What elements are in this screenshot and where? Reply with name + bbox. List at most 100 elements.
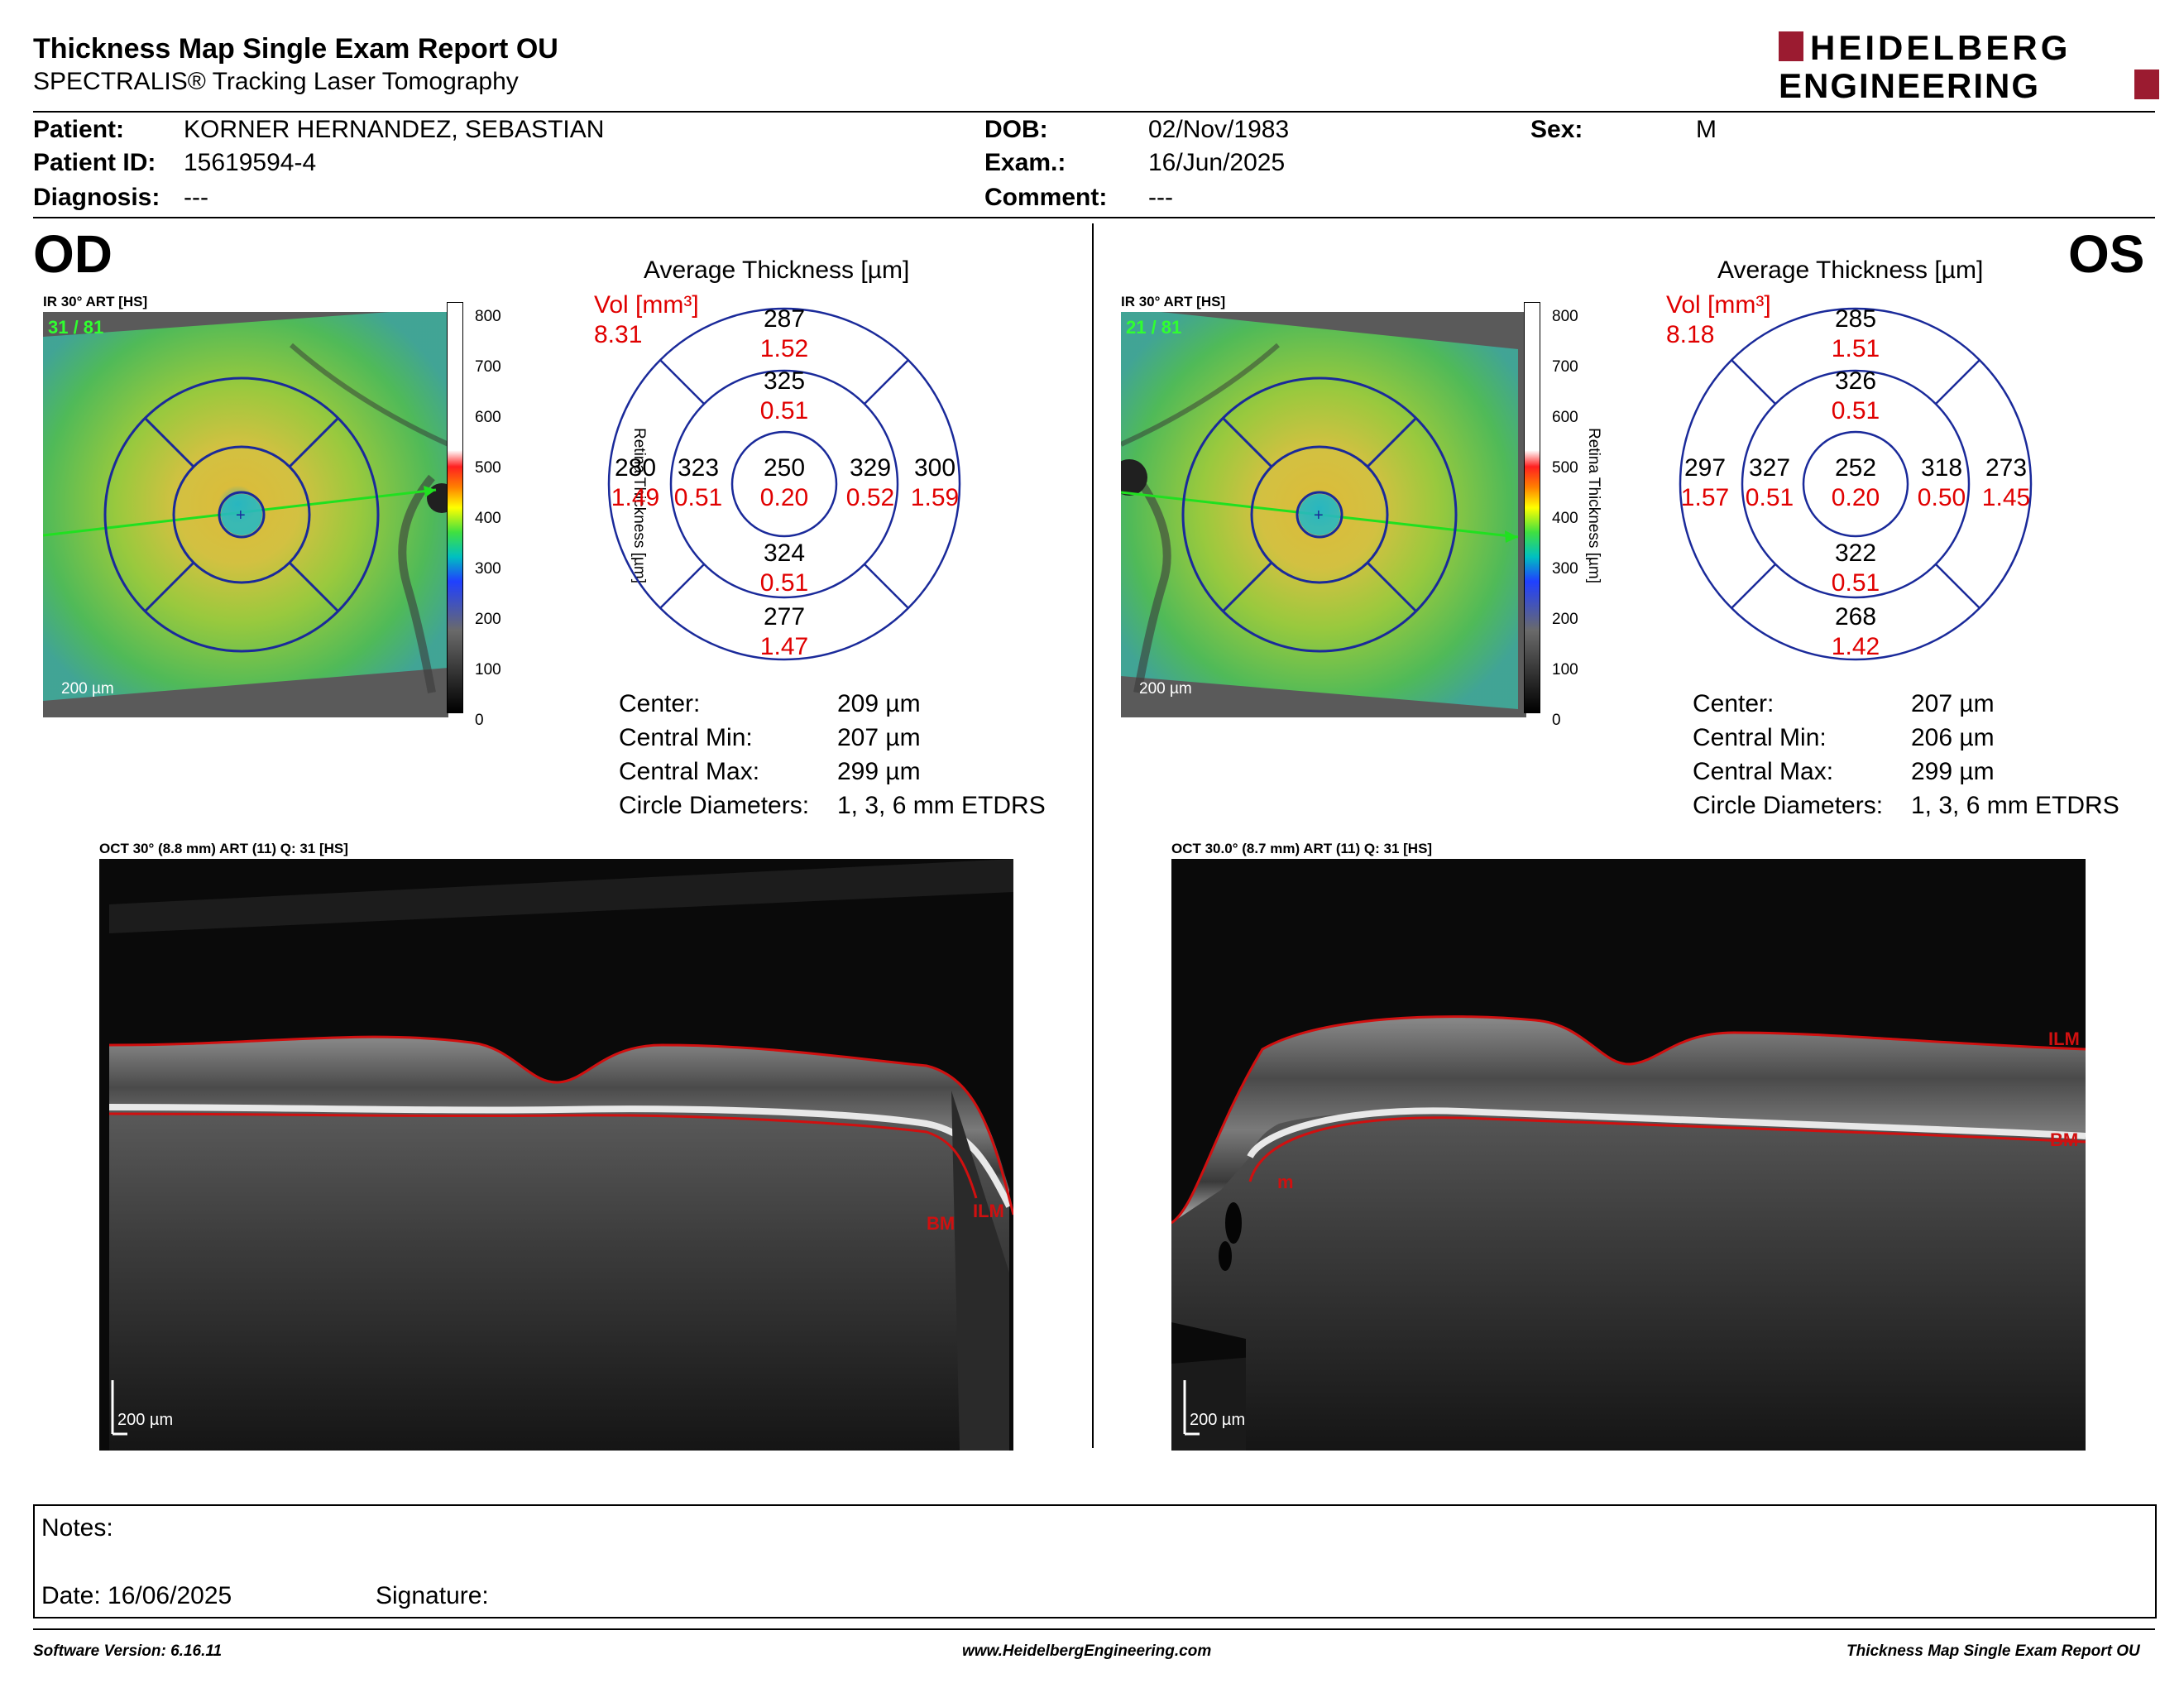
os-outer-temporal-thickness: 297 (1684, 454, 1726, 482)
notes-date: Date: 16/06/2025 (41, 1582, 232, 1609)
os-inner-nasal-volume: 0.50 (1918, 484, 1966, 511)
logo-line1: HEIDELBERG (1810, 30, 2071, 67)
od-inner-temporal-thickness: 323 (678, 454, 719, 482)
sex-label: Sex: (1530, 116, 1583, 143)
od-bm-label: BM (927, 1213, 956, 1234)
od-etdrs-grid: 287 1.52 325 0.51 280 1.49 323 0.51 250 … (607, 305, 961, 661)
logo-line2: ENGINEERING (1779, 66, 2040, 103)
os-outer-inferior-thickness: 268 (1835, 603, 1876, 631)
os-center-label: Center: (1693, 690, 1774, 717)
od-colorbar (447, 302, 463, 713)
od-oct-scale: 200 µm (117, 1411, 174, 1429)
os-extra-label: m (1277, 1172, 1294, 1192)
exam-date: 16/Jun/2025 (1148, 149, 1286, 176)
od-outer-superior-thickness: 287 (764, 305, 805, 333)
od-avg-thickness-title: Average Thickness [µm] (644, 257, 910, 284)
comment-label: Comment: (984, 184, 1108, 211)
od-outer-temporal-thickness: 280 (615, 454, 656, 482)
od-vol-total: 8.31 (594, 321, 643, 348)
od-art-count: 31 / 81 (48, 317, 104, 338)
od-colorbar-ticks: 800 700 600 500 400 300 200 100 0 (475, 308, 501, 729)
diagnosis-label: Diagnosis: (33, 184, 160, 211)
od-oct-caption: OCT 30° (8.8 mm) ART (11) Q: 31 [HS] (99, 841, 348, 856)
od-center-value: 209 µm (837, 690, 921, 717)
os-outer-inferior-volume: 1.42 (1832, 633, 1880, 660)
os-colorbar-axis-label: Retina Thickness [µm] (1585, 428, 1602, 583)
od-stats-labels: Center: Central Min: Central Max: Circle… (619, 687, 809, 822)
os-inner-nasal-thickness: 318 (1921, 454, 1962, 482)
od-outer-inferior-thickness: 277 (764, 603, 805, 631)
od-fundus-caption: IR 30° ART [HS] (43, 294, 148, 309)
notes-box: Notes: Date: 16/06/2025 Signature: (33, 1504, 2157, 1618)
os-avg-thickness-title: Average Thickness [µm] (1717, 257, 1984, 284)
os-inner-superior-volume: 0.51 (1832, 397, 1880, 424)
od-outer-superior-volume: 1.52 (760, 335, 808, 362)
os-oct-scale: 200 µm (1190, 1411, 1246, 1429)
exam-label: Exam.: (984, 149, 1066, 176)
od-max-label: Central Max: (619, 758, 760, 785)
report-subtitle: SPECTRALIS® Tracking Laser Tomography (33, 68, 519, 95)
os-fundus-caption: IR 30° ART [HS] (1121, 294, 1226, 309)
heidelberg-logo: HEIDELBERG ENGINEERING (1779, 30, 2159, 103)
od-ilm-label: ILM (973, 1201, 1004, 1221)
patient-id: 15619594-4 (184, 149, 317, 176)
os-outer-superior-volume: 1.51 (1832, 335, 1880, 362)
software-version: Software Version: 6.16.11 (33, 1642, 223, 1660)
os-center-thickness: 252 (1835, 454, 1876, 482)
os-min-label: Central Min: (1693, 724, 1827, 751)
os-etdrs-grid: 285 1.51 326 0.51 297 1.57 327 0.51 252 … (1679, 305, 2033, 661)
od-center-volume: 0.20 (760, 484, 808, 511)
os-eye-label: OS (2068, 224, 2145, 284)
notes-label: Notes: (41, 1514, 113, 1542)
od-inner-inferior-volume: 0.51 (760, 569, 808, 597)
signature-label: Signature: (376, 1582, 489, 1609)
os-vol-total: 8.18 (1666, 321, 1715, 348)
os-min-value: 206 µm (1911, 724, 1995, 751)
dob-label: DOB: (984, 116, 1048, 143)
od-inner-superior-thickness: 325 (764, 367, 805, 395)
od-center-label: Center: (619, 690, 701, 717)
od-min-label: Central Min: (619, 724, 753, 751)
os-outer-superior-thickness: 285 (1835, 305, 1876, 333)
info-divider (33, 217, 2155, 218)
svg-text:+: + (236, 506, 246, 525)
od-inner-nasal-thickness: 329 (850, 454, 891, 482)
os-oct-bscan: 200 µm ILM BM m (1171, 859, 2086, 1451)
od-inner-temporal-volume: 0.51 (674, 484, 722, 511)
od-eye-label: OD (33, 224, 113, 284)
od-vol-label: Vol [mm³] (594, 291, 699, 319)
report-title: Thickness Map Single Exam Report OU (33, 33, 558, 65)
os-fundus-thickness-map: + 21 / 81 200 µm (1121, 312, 1526, 717)
od-inner-superior-volume: 0.51 (760, 397, 808, 424)
patient-name: KORNER HERNANDEZ, SEBASTIAN (184, 116, 605, 143)
od-outer-inferior-volume: 1.47 (760, 633, 808, 660)
patient-id-label: Patient ID: (33, 149, 156, 176)
diagnosis-value: --- (184, 184, 208, 211)
os-diam-value: 1, 3, 6 mm ETDRS (1911, 792, 2119, 819)
od-diam-value: 1, 3, 6 mm ETDRS (837, 792, 1046, 819)
os-fundus-scale: 200 µm (1139, 680, 1192, 698)
os-inner-inferior-thickness: 322 (1835, 539, 1876, 567)
os-center-value: 207 µm (1911, 690, 1995, 717)
sex-value: M (1696, 116, 1717, 143)
os-inner-temporal-volume: 0.51 (1746, 484, 1794, 511)
os-stats-values: 207 µm 206 µm 299 µm 1, 3, 6 mm ETDRS (1911, 687, 2119, 822)
os-colorbar (1524, 302, 1540, 713)
os-oct-caption: OCT 30.0° (8.7 mm) ART (11) Q: 31 [HS] (1171, 841, 1433, 856)
footer-report-name: Thickness Map Single Exam Report OU (1846, 1642, 2140, 1660)
patient-label: Patient: (33, 116, 125, 143)
os-colorbar-ticks: 800 700 600 500 400 300 200 100 0 (1552, 308, 1578, 729)
od-diam-label: Circle Diameters: (619, 792, 810, 819)
website-link[interactable]: www.HeidelbergEngineering.com (962, 1642, 1212, 1660)
os-diam-label: Circle Diameters: (1693, 792, 1884, 819)
os-art-count: 21 / 81 (1126, 317, 1182, 338)
od-inner-inferior-thickness: 324 (764, 539, 805, 567)
os-inner-superior-thickness: 326 (1835, 367, 1876, 395)
svg-text:+: + (1314, 506, 1324, 525)
os-vol-label: Vol [mm³] (1666, 291, 1771, 319)
comment-value: --- (1148, 184, 1173, 211)
footer-divider (33, 1628, 2155, 1630)
od-outer-nasal-thickness: 300 (914, 454, 956, 482)
od-inner-nasal-volume: 0.52 (846, 484, 894, 511)
od-stats-values: 209 µm 207 µm 299 µm 1, 3, 6 mm ETDRS (837, 687, 1046, 822)
